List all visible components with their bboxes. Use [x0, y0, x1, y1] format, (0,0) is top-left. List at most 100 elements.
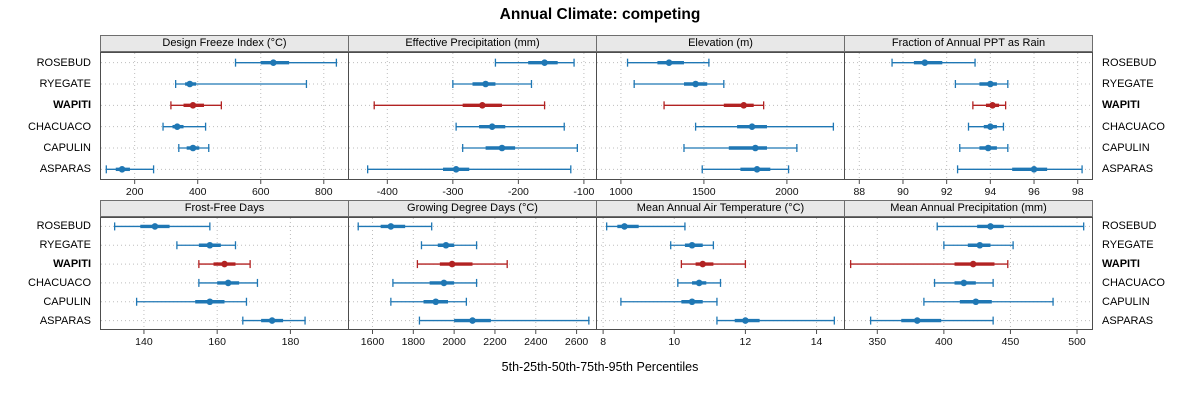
median-dot: [699, 260, 707, 268]
percentile-row-capulin: [959, 144, 1009, 152]
panel-design-freeze-index: Design Freeze Index (°C) 200 400 600 800: [100, 35, 349, 198]
x-tick-label: 98: [1072, 186, 1084, 198]
site-label-asparas: ASPARAS: [1102, 314, 1154, 327]
x-axis: 88 90 92 94 96 98: [853, 180, 1084, 198]
panel-gridlines: [101, 218, 348, 329]
x-tick-label: 2000: [775, 186, 799, 198]
percentile-row-wapiti: [680, 260, 747, 269]
panel-mean-annual-precipitation: Mean Annual Precipitation (mm) 350 400 450…: [844, 200, 1093, 348]
site-label-chacuaco: CHACUACO: [1102, 120, 1165, 133]
site-label-asparas: ASPARAS: [1102, 163, 1154, 176]
median-dot: [224, 279, 232, 287]
site-label-wapiti: WAPITI: [1102, 99, 1140, 112]
panel-fraction-ppt-rain: Fraction of Annual PPT as Rain 88 90 92 94 9…: [844, 35, 1093, 198]
panel-plot: 1600 1800 2000 2200 2400 2600: [348, 217, 597, 348]
percentile-row-rosebud: [234, 58, 338, 67]
site-labels-right-row2: ROSEBUD RYEGATE WAPITI CHACUACO CAPULIN ASPAR…: [1096, 217, 1192, 330]
panel-frost-free-days: Frost-Free Days 140 160 180: [100, 200, 349, 348]
site-label-rosebud: ROSEBUD: [1102, 220, 1157, 233]
panel-gridlines: [101, 53, 348, 179]
x-axis: 350 400 450 500: [869, 330, 1086, 348]
panel-plot: -400 -300 -200 -100: [348, 52, 597, 198]
median-dot: [488, 123, 496, 130]
median-dot: [440, 279, 448, 287]
percentile-row-chacuaco: [162, 122, 207, 131]
x-tick-label: 180: [282, 336, 300, 348]
median-dot: [206, 298, 214, 306]
median-dot: [688, 241, 696, 249]
percentile-row-capulin: [462, 144, 578, 152]
percentile-row-wapiti: [198, 260, 251, 269]
site-label-chacuaco: CHACUACO: [1102, 276, 1165, 289]
panel-mean-annual-air-temperature: Mean Annual Air Temperature (°C) 8 10 12 14: [596, 200, 845, 348]
percentile-row-ryegate: [633, 80, 725, 88]
median-dot: [692, 80, 699, 88]
median-dot: [448, 260, 456, 268]
x-axis: 1000 1500 2000: [609, 180, 799, 198]
median-dot: [752, 144, 759, 152]
median-dot: [960, 279, 968, 287]
percentile-row-asparas: [716, 316, 835, 325]
percentile-row-ryegate: [420, 241, 478, 250]
percentile-row-ryegate: [452, 80, 533, 88]
x-tick-label: 1500: [692, 186, 716, 198]
percentile-row-chacuaco: [677, 278, 722, 287]
site-label-asparas: ASPARAS: [39, 314, 91, 327]
x-tick-label: 140: [135, 336, 153, 348]
site-label-capulin: CAPULIN: [1102, 295, 1150, 308]
site-label-wapiti: WAPITI: [53, 99, 91, 112]
x-tick-label: 14: [811, 336, 823, 348]
site-labels-left-row2: ROSEBUD RYEGATE WAPITI CHACUACO CAPULIN ASPAR…: [0, 217, 96, 330]
percentile-row-ryegate: [943, 241, 1014, 250]
x-tick-label: 94: [984, 186, 996, 198]
x-tick-label: 800: [315, 186, 333, 198]
site-label-chacuaco: CHACUACO: [28, 120, 91, 133]
panel-strip: Effective Precipitation (mm): [348, 35, 597, 52]
percentile-row-rosebud: [891, 58, 976, 67]
panel-strip: Design Freeze Index (°C): [100, 35, 349, 52]
x-tick-label: 92: [941, 186, 953, 198]
median-dot: [665, 59, 673, 66]
x-tick-label: 2200: [483, 336, 507, 348]
percentile-row-wapiti: [373, 101, 546, 110]
percentile-row-capulin: [923, 297, 1054, 306]
x-tick-label: -400: [377, 186, 398, 198]
median-dot: [268, 317, 276, 324]
median-dot: [972, 298, 980, 306]
median-dot: [541, 59, 548, 66]
site-label-capulin: CAPULIN: [43, 141, 91, 154]
panel-strip: Growing Degree Days (°C): [348, 200, 597, 217]
median-dot: [206, 241, 214, 249]
x-tick-label: 400: [189, 186, 207, 198]
percentile-row-ryegate: [176, 241, 237, 250]
median-dot: [442, 241, 450, 249]
site-label-rosebud: ROSEBUD: [1102, 56, 1157, 69]
median-dot: [984, 144, 992, 152]
percentile-row-chacuaco: [933, 278, 994, 287]
x-tick-label: 2000: [442, 336, 466, 348]
x-tick-label: 90: [897, 186, 909, 198]
percentile-row-wapiti: [972, 101, 1007, 110]
percentile-row-chacuaco: [392, 278, 478, 287]
percentile-row-capulin: [390, 297, 468, 306]
median-dot: [479, 102, 486, 109]
percentile-row-rosebud: [113, 222, 211, 231]
panel-gridlines: [845, 218, 1092, 329]
percentile-row-asparas: [956, 165, 1083, 174]
percentile-row-asparas: [418, 316, 590, 325]
site-label-asparas: ASPARAS: [39, 163, 91, 176]
percentile-row-chacuaco: [694, 122, 835, 131]
percentile-row-ryegate: [954, 80, 1009, 88]
site-labels-right-row1: ROSEBUD RYEGATE WAPITI CHACUACO CAPULIN ASPAR…: [1096, 52, 1192, 180]
median-dot: [189, 144, 197, 152]
x-tick-label: 600: [252, 186, 270, 198]
panel-border: [596, 52, 845, 180]
x-tick-label: 400: [935, 336, 953, 348]
median-dot: [969, 260, 977, 268]
percentile-row-wapiti: [850, 260, 1009, 269]
panel-plot: 140 160 180: [100, 217, 349, 348]
percentile-row-asparas: [367, 165, 572, 174]
median-dot: [221, 260, 228, 268]
x-tick-label: 160: [208, 336, 226, 348]
site-label-ryegate: RYEGATE: [39, 77, 91, 90]
